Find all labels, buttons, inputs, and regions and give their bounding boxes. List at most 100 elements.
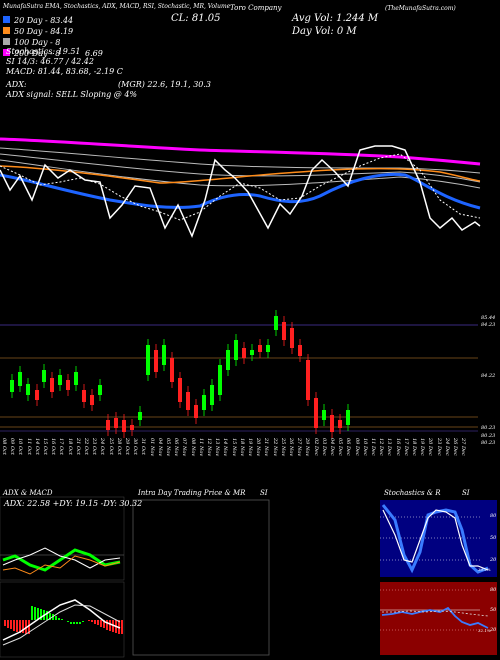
candle-body: [234, 340, 238, 360]
macd-histogram-bar: [76, 622, 78, 624]
company-name: Toro Company: [230, 4, 282, 12]
macd-histogram-bar: [37, 608, 39, 620]
candle-body: [226, 350, 230, 370]
plus-di-line: [2, 547, 121, 569]
candle-body: [98, 385, 102, 395]
price-label-1: 85.44: [481, 315, 496, 321]
rsi-level-20: 20: [490, 627, 497, 633]
macd-histogram-bar: [40, 609, 42, 620]
candle-body: [35, 390, 39, 400]
candle-body: [338, 420, 342, 428]
candle-body: [266, 345, 270, 352]
candle-body: [322, 410, 326, 420]
ema20-swatch: [3, 16, 10, 23]
ema20-line: [0, 172, 481, 210]
candle-body: [122, 420, 126, 432]
macd-histogram-bar: [121, 620, 123, 634]
price-label-2: 84.23: [481, 322, 496, 328]
candle-body: [66, 380, 70, 390]
ema100-line-3: [0, 159, 481, 189]
candle-body: [242, 348, 246, 358]
candles: [10, 310, 350, 438]
ema50-label: 50 Day - 84.19: [14, 27, 74, 36]
macd-histogram-bar: [7, 620, 9, 628]
ema200-swatch: [3, 49, 10, 56]
macd-histogram-bar: [79, 622, 81, 624]
candle-body: [74, 372, 78, 385]
price-grid: [0, 324, 478, 432]
macd-histogram-bar: [28, 620, 30, 634]
ema200-label: 200 Day - 8: [14, 49, 61, 58]
macd-histogram-bar: [103, 620, 105, 628]
rsi-line: [381, 606, 489, 629]
candle-body: [10, 380, 14, 392]
ema100-swatch: [3, 38, 10, 45]
adx-content: [0, 547, 124, 575]
price-label-6: 80.23: [481, 440, 496, 446]
candle-body: [154, 350, 158, 372]
ema20-label: 20 Day - 83.44: [14, 16, 74, 25]
ema50-line: [0, 165, 481, 184]
price-label-5: 80.23: [481, 433, 496, 439]
macd-readout: MACD: 81.44, 83.68, -2.19 C: [6, 67, 123, 76]
macd-histogram-bar: [67, 621, 69, 622]
macd-histogram-bar: [10, 620, 12, 629]
rsi-level-80: 80: [490, 587, 497, 593]
macd-histogram-bar: [55, 616, 57, 620]
ema50-legend: 50 Day - 84.19: [3, 27, 73, 36]
stochastics-readout: Stochastics: 19.51: [6, 47, 81, 56]
macd-line: [2, 599, 121, 641]
macd-histogram-bar: [13, 620, 15, 631]
rsi-content: [380, 589, 489, 631]
adx-signal: ADX signal: SELL Sloping @ 4%: [6, 90, 138, 99]
rsi-marker: 32.1%: [478, 628, 491, 633]
macd-histogram-bar: [100, 620, 102, 627]
stoch-title: Stochastics & R: [384, 489, 441, 497]
candle-body: [138, 412, 142, 420]
adx-line: [2, 548, 121, 572]
candle-body: [298, 345, 302, 356]
candle-body: [26, 384, 30, 395]
macd-histogram-bar: [61, 619, 63, 620]
macd-histogram-bar: [82, 621, 84, 622]
macd-histogram-bar: [88, 620, 90, 621]
macd-histogram-bar: [91, 620, 93, 622]
macd-histogram-bar: [16, 620, 18, 632]
macd-histogram-bar: [73, 622, 75, 624]
candle-body: [162, 345, 166, 365]
candle-body: [58, 375, 62, 385]
adx-values: (MGR) 22.6, 19.1, 30.3: [118, 80, 211, 89]
candle-body: [210, 385, 214, 405]
ema-lines: [0, 137, 481, 238]
macd-histogram-bar: [22, 620, 24, 633]
macd-histogram-bar: [109, 620, 111, 631]
candle-body: [146, 345, 150, 375]
adx-label: ADX:: [6, 80, 27, 89]
ema50-swatch: [3, 27, 10, 34]
macd-histogram-bar: [46, 611, 48, 620]
stoch-level-50: 50: [490, 535, 497, 541]
candle-body: [330, 415, 334, 432]
stoch-content: [380, 504, 489, 574]
minus-di-line: [2, 555, 121, 575]
macd-histogram-bar: [19, 620, 21, 633]
day-volume: Day Vol: 0 M: [292, 26, 357, 37]
candle-body: [314, 398, 318, 428]
stoch-marker: 30.2%: [478, 567, 491, 572]
macd-histogram-bar: [4, 620, 6, 626]
candle-body: [274, 316, 278, 330]
ema100-line-1: [0, 147, 481, 174]
candle-body: [186, 392, 190, 410]
price-label-4: 80.23: [481, 425, 496, 431]
macd-histogram-bar: [34, 607, 36, 620]
candle-body: [170, 358, 174, 382]
ema200-line: [0, 137, 481, 166]
intraday-panel: [132, 499, 270, 656]
ema100-label: 100 Day - 8: [14, 38, 61, 47]
rsi-panel: [380, 582, 497, 655]
macd-histogram-bar: [58, 618, 60, 620]
stoch-level-20: 20: [490, 557, 497, 563]
stoch-level-80: 80: [490, 513, 497, 519]
stoch-d-line: [382, 509, 489, 571]
